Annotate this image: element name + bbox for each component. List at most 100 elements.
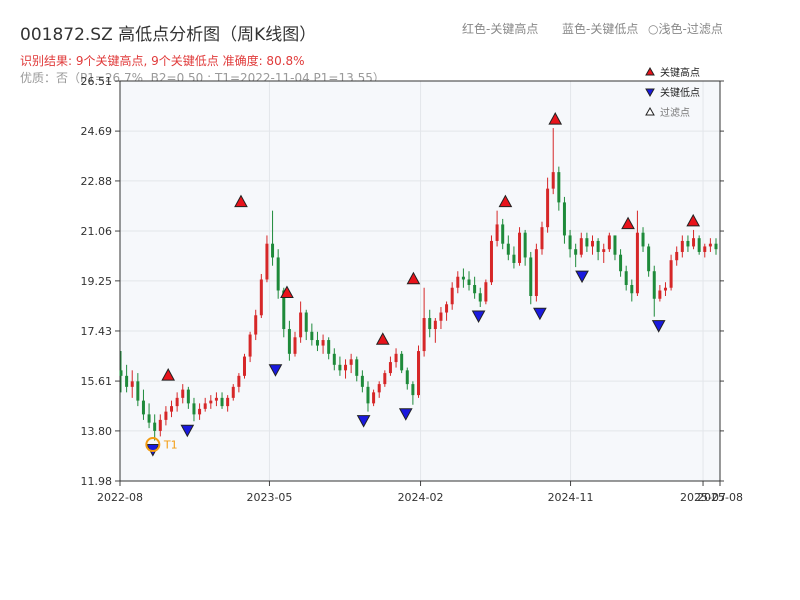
- candle-body: [237, 375, 241, 387]
- y-tick-label: 24.69: [81, 125, 113, 138]
- candle-body: [338, 364, 342, 371]
- legend-label: 关键低点: [660, 86, 700, 99]
- legend-label: 关键高点: [660, 66, 700, 79]
- candle-body: [332, 353, 336, 365]
- key-low-marker: [180, 424, 195, 438]
- candle-body: [669, 260, 673, 288]
- candle-body: [613, 235, 617, 255]
- candle-body: [141, 400, 145, 415]
- candle-body: [293, 337, 297, 354]
- candle-body: [512, 254, 516, 263]
- candle-body: [697, 238, 701, 252]
- candle-body: [282, 290, 286, 330]
- candle-body: [411, 384, 415, 396]
- x-tick-label: 2025-08: [697, 491, 743, 504]
- candle-body: [540, 227, 544, 250]
- key-low-marker: [356, 415, 371, 428]
- candle-body: [405, 370, 409, 385]
- legend-light-text: ○浅色-过滤点: [648, 20, 723, 37]
- candle-body: [344, 364, 348, 371]
- key-high-marker: [375, 332, 390, 345]
- candle-body: [562, 202, 566, 236]
- candle-body: [209, 400, 213, 404]
- candle-body: [271, 243, 275, 258]
- y-tick-label: 13.80: [81, 425, 113, 438]
- candle-body: [153, 422, 157, 431]
- candle-body: [529, 257, 533, 297]
- candle-body: [686, 240, 690, 247]
- candle-body: [630, 284, 634, 294]
- candle-body: [366, 386, 370, 404]
- candle-body: [422, 318, 426, 352]
- candle-body: [551, 172, 555, 189]
- candle-body: [400, 353, 404, 371]
- y-tick-label: 11.98: [81, 475, 113, 488]
- candle-body: [658, 290, 662, 299]
- candle-body: [304, 312, 308, 332]
- candle-body: [591, 240, 595, 247]
- legend-marker: [645, 106, 655, 116]
- legend-blue-text: 蓝色-关键低点: [562, 22, 639, 36]
- candle-body: [641, 232, 645, 247]
- candle-body: [518, 232, 522, 263]
- key-low-marker: [471, 310, 486, 324]
- candle-body: [467, 279, 471, 285]
- candle-body: [585, 238, 589, 247]
- candle-body: [450, 287, 454, 305]
- legend-red-text: 红色-关键高点: [462, 22, 539, 36]
- candle-body: [602, 249, 606, 252]
- candle-body: [355, 359, 359, 376]
- candle-body: [534, 249, 538, 297]
- key-low-marker: [533, 307, 547, 321]
- candle-body: [663, 287, 667, 291]
- key-low-marker: [398, 408, 413, 421]
- legend-marker: [645, 66, 655, 76]
- candle-body: [192, 403, 196, 415]
- y-tick-label: 19.25: [81, 275, 113, 288]
- legend-marker: [645, 88, 655, 98]
- candle-body: [568, 235, 572, 250]
- x-tick-label: 2022-08: [97, 491, 143, 504]
- candle-body: [489, 240, 493, 283]
- candle-body: [175, 397, 179, 407]
- candle-body: [523, 232, 527, 258]
- candle-body: [349, 359, 353, 365]
- candle-body: [428, 318, 432, 330]
- candle-body: [125, 375, 129, 387]
- candle-body: [647, 246, 651, 272]
- candle-body: [445, 304, 449, 313]
- circle-icon: ○: [648, 22, 659, 36]
- candle-body: [164, 411, 168, 420]
- candle-body: [394, 353, 398, 363]
- key-low-marker: [575, 270, 589, 284]
- candle-body: [130, 381, 134, 387]
- key-high-marker: [548, 112, 563, 125]
- legend-light-label: 浅色-过滤点: [658, 22, 723, 36]
- page-title: 001872.SZ 高低点分析图（周K线图）: [20, 25, 317, 45]
- candle-body: [231, 386, 235, 398]
- candle-body: [495, 224, 499, 241]
- key-low-marker: [268, 364, 283, 377]
- candle-body: [198, 408, 202, 415]
- x-tick-label: 2024-02: [398, 491, 444, 504]
- candle-body: [624, 271, 628, 285]
- candle-body: [186, 389, 190, 404]
- candle-body: [377, 384, 381, 393]
- candle-body: [714, 243, 718, 250]
- candle-body: [310, 331, 314, 341]
- candle-body: [675, 251, 679, 261]
- candle-body: [652, 271, 656, 299]
- key-high-marker: [498, 194, 513, 208]
- candle-body: [703, 246, 707, 252]
- candle-body: [680, 240, 684, 252]
- key-high-marker: [406, 271, 421, 285]
- key-high-marker: [280, 285, 294, 299]
- candle-body: [203, 403, 207, 409]
- y-tick-label: 17.43: [81, 325, 113, 338]
- key-low-marker: [651, 320, 666, 333]
- candle-body: [259, 279, 263, 316]
- candle-body: [473, 284, 477, 294]
- candle-body: [299, 312, 303, 338]
- candle-body: [119, 370, 123, 376]
